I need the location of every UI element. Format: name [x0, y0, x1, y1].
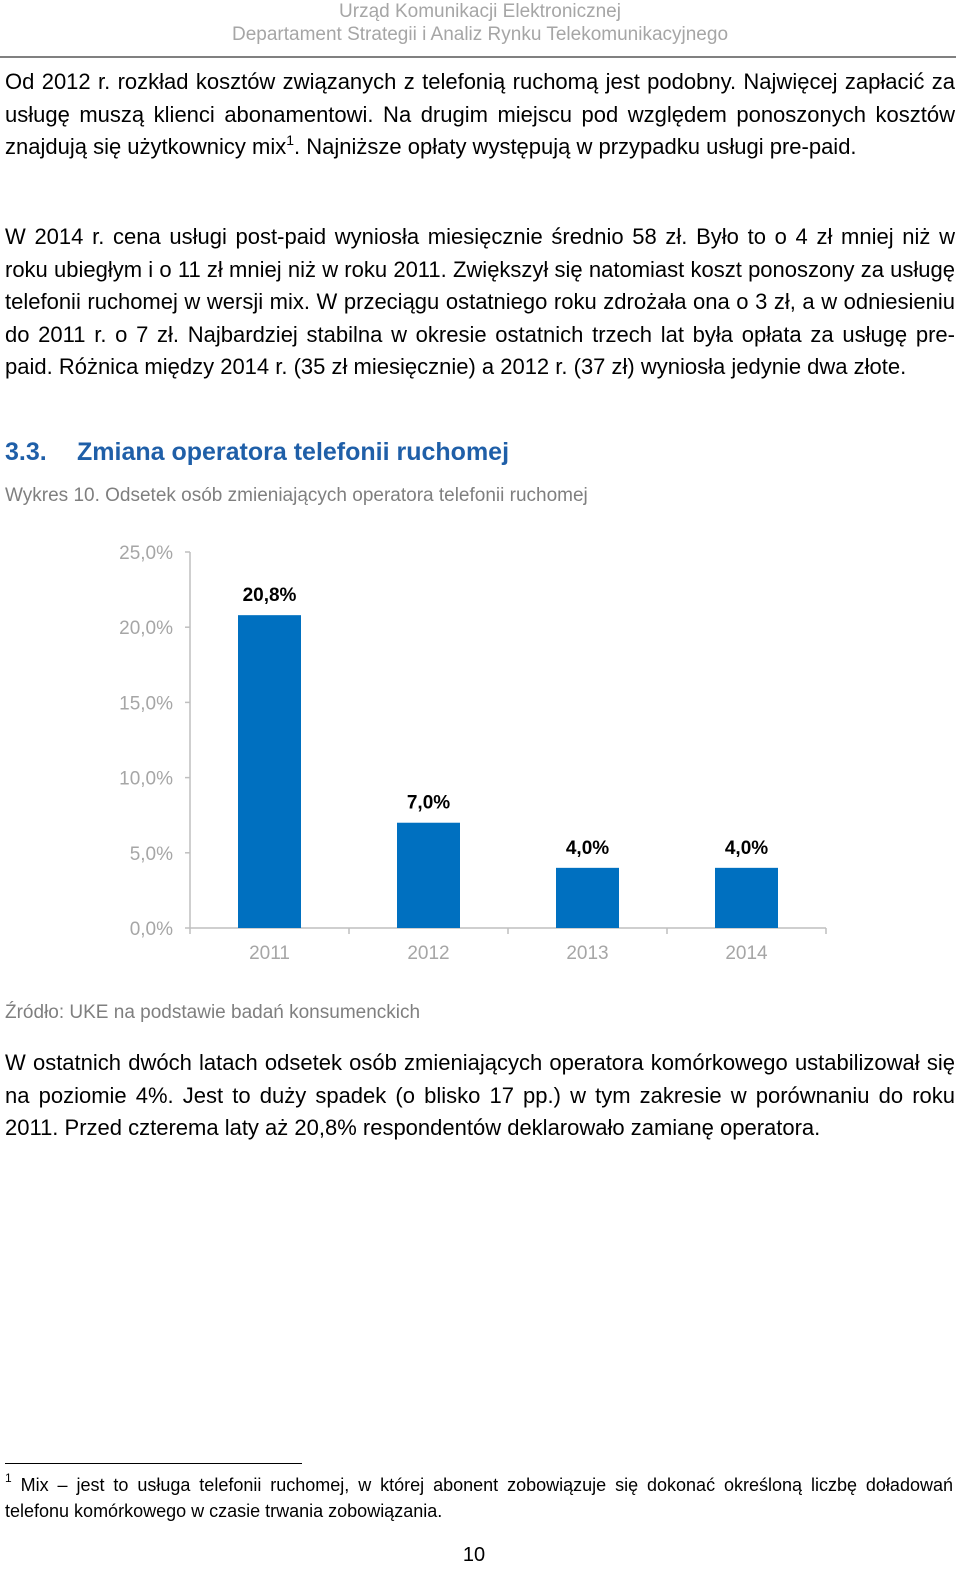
section-title: Zmiana operatora telefonii ruchomej	[77, 438, 510, 466]
data-label-2013: 4,0%	[566, 838, 609, 859]
paragraph-text: . Najniższe opłaty występują w przypadku…	[294, 134, 857, 159]
x-tick-label-2014: 2014	[725, 943, 768, 964]
y-tick-label: 0,0%	[130, 919, 173, 940]
header-department: Departament Strategii i Analiz Rynku Tel…	[231, 24, 729, 45]
bar-2011	[238, 615, 301, 928]
footnote-number: 1	[5, 1471, 12, 1485]
data-label-2012: 7,0%	[407, 793, 450, 814]
data-label-2014: 4,0%	[725, 838, 768, 859]
x-tick-label-2012: 2012	[407, 943, 449, 964]
bar-2012	[397, 822, 460, 928]
bar-chart: 0,0% 5,0% 10,0% 15,0% 20,0% 25,0% 20,8% 2011 7,0…	[119, 543, 827, 964]
x-tick-label-2011: 2011	[249, 943, 290, 964]
y-tick-label: 25,0%	[119, 543, 173, 564]
x-tick-label-2013: 2013	[566, 943, 608, 964]
y-tick-label: 20,0%	[119, 618, 173, 639]
y-tick-label: 10,0%	[119, 769, 173, 790]
footnote-reference: 1	[286, 132, 295, 148]
footnote: 1 Mix – jest to usługa telefonii ruchome…	[5, 1472, 953, 1524]
paragraph-text: Od 2012 r. rozkład kosztów związanych z …	[5, 69, 955, 159]
y-tick-label: 15,0%	[119, 693, 173, 714]
footnote-divider	[5, 1463, 302, 1464]
paragraph-cost-distribution: Od 2012 r. rozkład kosztów związanych z …	[5, 66, 955, 164]
page-number: 10	[462, 1544, 486, 1566]
header-institution: Urząd Komunikacji Elektronicznej	[339, 1, 621, 22]
paragraph-prices-2014: W 2014 r. cena usługi post-paid wyniosła…	[5, 224, 955, 379]
paragraph-operator-change: W ostatnich dwóch latach odsetek osób zm…	[5, 1050, 955, 1140]
data-label-2011: 20,8%	[243, 585, 297, 606]
chart-caption: Wykres 10. Odsetek osób zmieniających op…	[5, 485, 588, 506]
bar-2014	[715, 867, 778, 928]
y-tick-label: 5,0%	[130, 844, 173, 865]
header-divider	[0, 56, 956, 58]
section-number: 3.3.	[5, 438, 47, 466]
section-heading: 3.3. Zmiana operatora telefonii ruchomej	[5, 438, 509, 467]
bar-2013	[556, 867, 619, 928]
footnote-text: Mix – jest to usługa telefonii ruchomej,…	[5, 1475, 953, 1521]
chart-source: Źródło: UKE na podstawie badań konsumenc…	[5, 1002, 421, 1023]
